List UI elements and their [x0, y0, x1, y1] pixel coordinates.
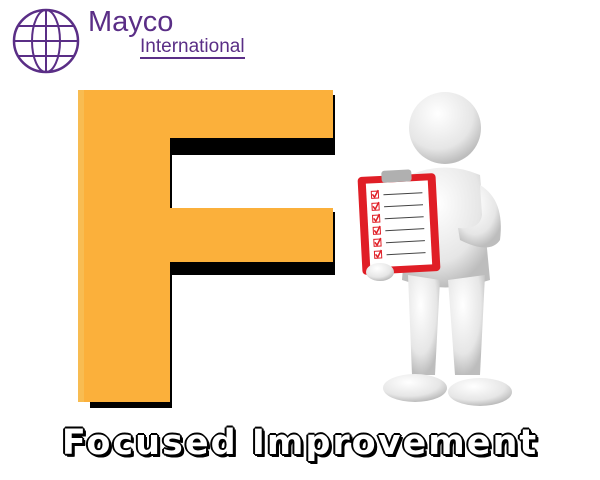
mayco-logo: Mayco International [10, 6, 260, 76]
clipboard [357, 169, 441, 275]
logo-name: Mayco [88, 6, 174, 38]
person-with-clipboard-icon [357, 92, 512, 406]
logo-subtitle: International [140, 36, 245, 59]
globe-icon [12, 8, 80, 74]
letter-body [78, 90, 333, 402]
caption-title: Focused Improvement [61, 423, 539, 463]
